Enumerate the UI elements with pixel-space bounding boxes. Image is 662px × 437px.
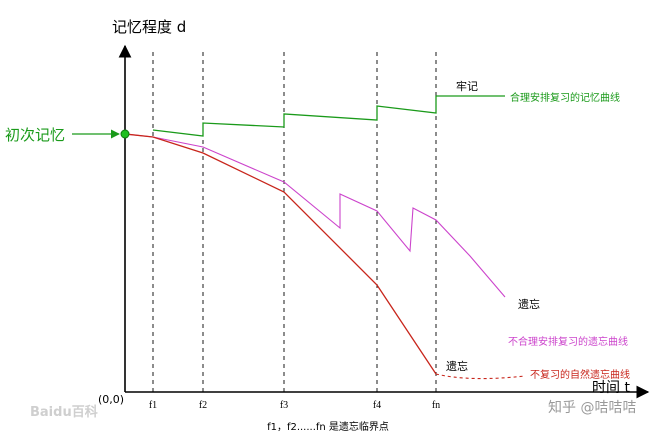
magenta-end-label: 遗忘 <box>518 297 540 311</box>
red-legend: 不复习的自然遗忘曲线 <box>530 368 630 381</box>
origin-label: (0,0) <box>98 393 124 406</box>
tick-label-f2: f2 <box>199 400 207 411</box>
y-axis-label: 记忆程度 d <box>112 18 186 36</box>
tick-labels: f1 f2 f3 f4 fn <box>149 400 440 411</box>
curve-no-review-tail <box>435 373 526 380</box>
start-point <box>120 129 130 139</box>
watermark-left: Baidu百科 <box>30 404 98 420</box>
tick-label-f3: f3 <box>280 400 288 411</box>
watermark-right: 知乎 @咭咭咭 <box>548 399 636 416</box>
red-end-label: 遗忘 <box>446 359 468 373</box>
curve-reasonable-review <box>152 95 505 137</box>
curve-no-review <box>124 133 437 375</box>
magenta-legend: 不合理安排复习的遗忘曲线 <box>508 335 628 348</box>
critical-point-lines <box>152 52 437 392</box>
curve-unreasonable-review <box>124 133 506 298</box>
x-axis-label: 时间 t <box>592 380 630 396</box>
start-label: 初次记忆 <box>5 126 65 144</box>
tick-label-fn: fn <box>432 400 440 411</box>
tick-label-f4: f4 <box>373 400 381 411</box>
caption: f1，f2......fn 是遗忘临界点 <box>267 420 389 433</box>
green-end-label: 牢记 <box>456 79 478 93</box>
green-legend: 合理安排复习的记忆曲线 <box>510 91 620 104</box>
tick-label-f1: f1 <box>149 400 157 411</box>
